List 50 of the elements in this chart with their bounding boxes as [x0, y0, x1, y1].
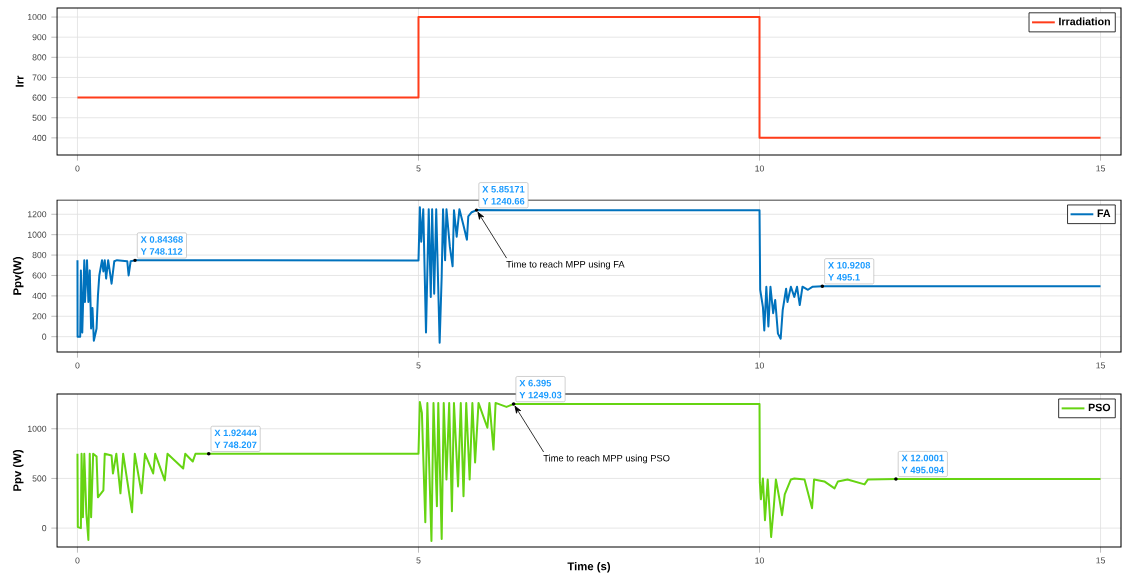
x-tick-label: 0 [75, 362, 80, 369]
y-tick-label: 0 [42, 333, 47, 340]
annotation: Y 1240.66 [482, 197, 525, 205]
annotation: Y 1249.03 [519, 391, 562, 399]
y-tick-label: 700 [32, 74, 47, 81]
x-tick-label: 15 [1096, 362, 1105, 369]
x-tick-label: 5 [416, 557, 421, 564]
y-tick-label: 800 [32, 252, 47, 259]
annotation: Y 495.1 [828, 273, 860, 281]
y-tick-label: 400 [32, 134, 47, 141]
x-tick-label: 15 [1096, 165, 1105, 172]
annotation: X 6.395 [519, 379, 552, 387]
legend-label: Irradiation [1059, 17, 1110, 26]
x-tick-label: 5 [416, 165, 421, 172]
y-tick-label: 500 [32, 114, 47, 121]
annotation: X 10.9208 [828, 261, 871, 269]
y-tick-label: 500 [32, 475, 47, 482]
x-tick-label: 0 [75, 165, 80, 172]
y-tick-label: 200 [32, 313, 47, 320]
y-tick-label: 800 [32, 54, 47, 61]
y-tick-label: 400 [32, 292, 47, 299]
x-tick-label: 10 [755, 362, 764, 369]
x-tick-label: 10 [755, 557, 764, 564]
y-tick-label: 600 [32, 94, 47, 101]
y-tick-label: 1000 [27, 14, 47, 21]
annotation: X 0.84368 [140, 236, 183, 243]
y-tick-label: 1000 [28, 231, 47, 238]
x-tick-label: 15 [1096, 557, 1105, 564]
annotation: X 5.85171 [482, 185, 525, 193]
annotation: Time to reach MPP using PSO [543, 454, 670, 464]
annotation: Y 748.207 [214, 441, 257, 449]
y-tick-label: 1200 [28, 211, 47, 218]
x-tick-label: 10 [755, 165, 764, 172]
annotation: Y 748.112 [140, 248, 183, 255]
x-axis-title: Time (s) [567, 562, 611, 573]
y-axis-title: Irr [15, 75, 24, 87]
y-axis-title: Ppv(W) [12, 257, 24, 295]
x-tick-label: 5 [416, 362, 421, 369]
annotation: Time to reach MPP using FA [506, 260, 625, 270]
x-tick-label: 0 [75, 557, 80, 564]
annotation: Y 495.094 [901, 466, 945, 474]
y-tick-label: 900 [32, 34, 47, 41]
y-axis-title: Ppv (W) [12, 449, 24, 491]
annotation: X 1.92444 [214, 429, 257, 437]
y-tick-label: 1000 [28, 425, 47, 432]
legend-label: PSO [1088, 403, 1111, 412]
legend-label: FA [1097, 209, 1111, 217]
annotation: X 12.0001 [901, 454, 944, 462]
y-tick-label: 0 [42, 525, 47, 532]
y-tick-label: 600 [32, 272, 47, 279]
